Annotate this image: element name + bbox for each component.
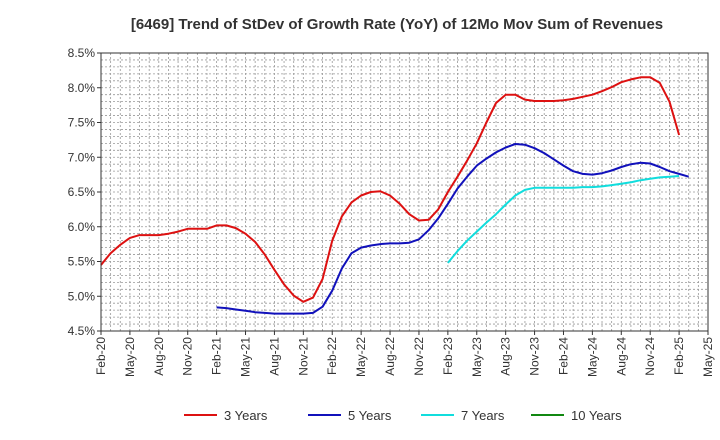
- x-tick-label: Feb-23: [441, 337, 455, 375]
- chart-title: [6469] Trend of StDev of Growth Rate (Yo…: [131, 16, 663, 33]
- x-tick-label: Nov-24: [643, 337, 657, 376]
- y-tick-label: 8.5%: [68, 46, 96, 60]
- legend: 3 Years 5 Years 7 Years 10 Years: [184, 408, 622, 423]
- x-tick-label: Aug-24: [614, 337, 628, 376]
- plot-frame: [100, 52, 709, 332]
- y-tick-label: 5.5%: [68, 255, 96, 269]
- x-tick-label: Aug-23: [499, 337, 513, 376]
- y-tick-label: 7.5%: [68, 116, 96, 130]
- legend-label-5-years: 5 Years: [348, 408, 392, 423]
- x-tick-label: Feb-20: [94, 337, 108, 375]
- y-tick-label: 5.0%: [68, 289, 96, 303]
- y-tick-label: 4.5%: [68, 324, 96, 338]
- x-tick-label: May-20: [123, 337, 137, 377]
- x-tick-label: Nov-22: [412, 337, 426, 376]
- x-tick-label: Aug-21: [267, 337, 281, 376]
- y-tick-label: 7.0%: [68, 150, 96, 164]
- x-tick-label: Nov-21: [296, 337, 310, 376]
- x-tick-label: Aug-22: [383, 337, 397, 376]
- x-axis: Feb-20 May-20 Aug-20 Nov-20 Feb-21 May-21 Aug-…: [94, 331, 715, 377]
- x-tick-label: Nov-20: [181, 337, 195, 376]
- x-tick-label: Feb-25: [672, 337, 686, 375]
- y-tick-label: 8.0%: [68, 81, 96, 95]
- x-tick-label: Feb-21: [210, 337, 224, 375]
- series-lines: [100, 76, 689, 315]
- x-tick-label: Aug-20: [152, 337, 166, 376]
- x-tick-label: May-24: [585, 337, 599, 377]
- x-tick-label: May-25: [701, 337, 715, 377]
- legend-label-3-years: 3 Years: [224, 408, 268, 423]
- y-tick-label: 6.5%: [68, 185, 96, 199]
- y-axis: 4.5% 5.0% 5.5% 6.0% 6.5% 7.0% 7.5% 8.0% 8.5%: [68, 46, 101, 338]
- legend-label-7-years: 7 Years: [461, 408, 505, 423]
- y-tick-label: 6.0%: [68, 220, 96, 234]
- legend-label-10-years: 10 Years: [571, 408, 622, 423]
- x-tick-label: Feb-22: [325, 337, 339, 375]
- x-tick-label: May-21: [239, 337, 253, 377]
- series-line-3-years: [100, 76, 681, 303]
- series-line-7-years: [447, 175, 680, 264]
- x-tick-label: Feb-24: [556, 337, 570, 375]
- x-tick-label: May-22: [354, 337, 368, 377]
- grid: [101, 53, 708, 331]
- x-tick-label: May-23: [470, 337, 484, 377]
- x-tick-label: Nov-23: [528, 337, 542, 376]
- series-line-5-years: [216, 143, 689, 315]
